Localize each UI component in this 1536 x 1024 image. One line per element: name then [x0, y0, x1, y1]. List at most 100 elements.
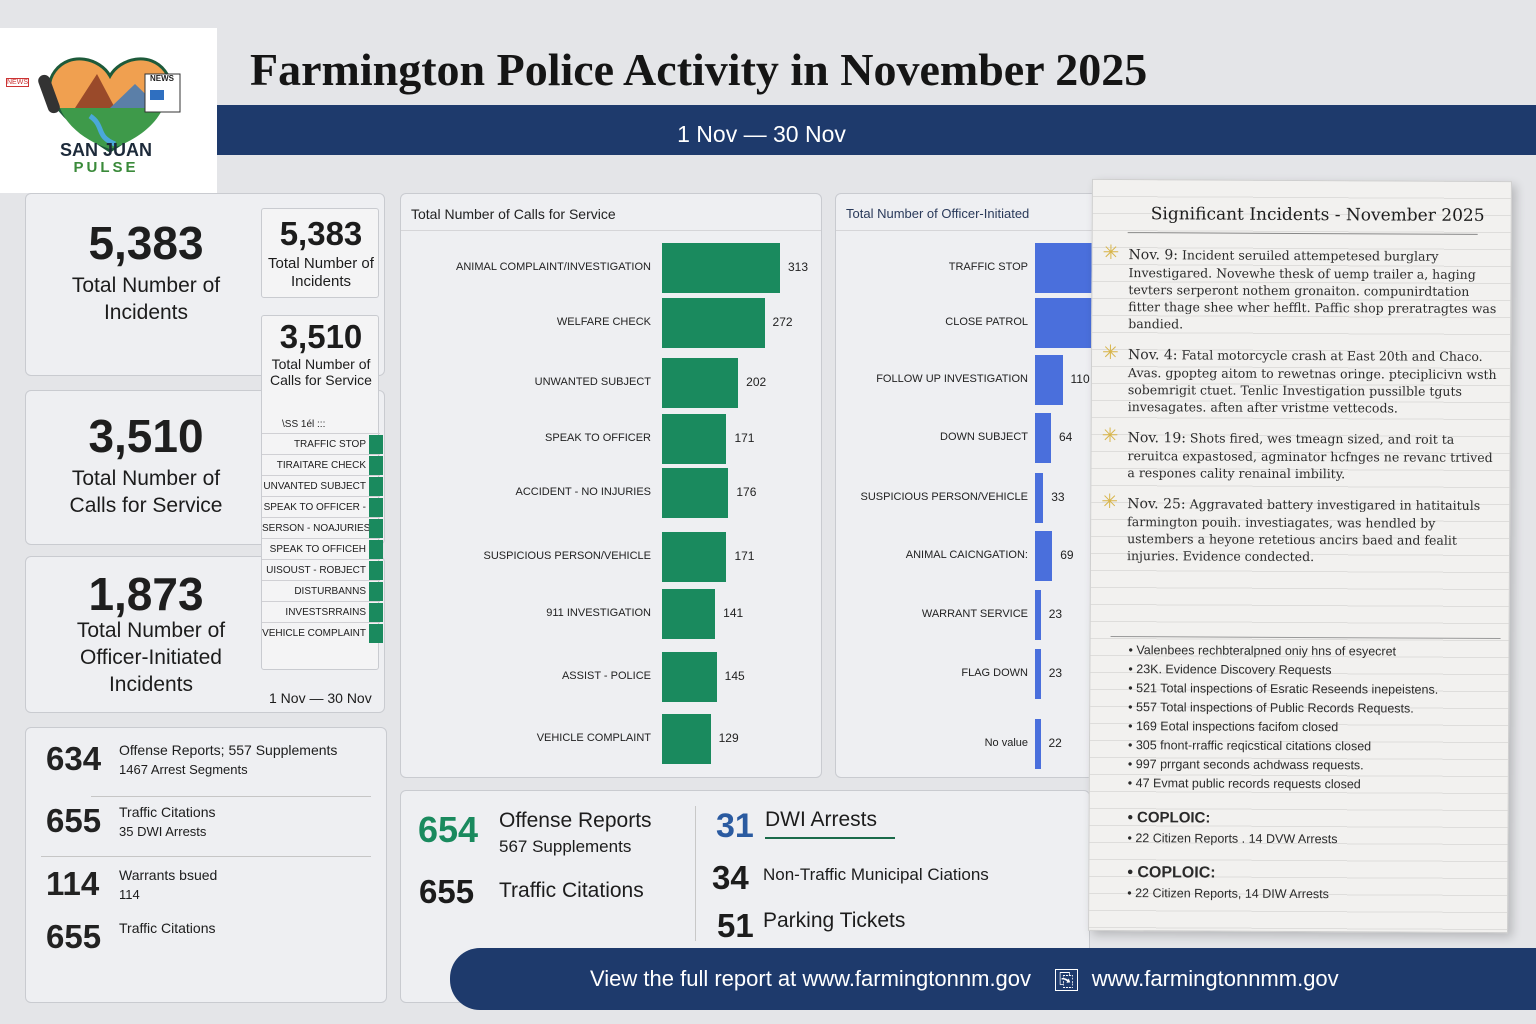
- record-bullet: • 23K. Evidence Discovery Requests: [1128, 662, 1332, 678]
- mini-label: Total Number of Calls for Service: [270, 356, 372, 388]
- mini-bar: [369, 603, 383, 622]
- bar-value: 23: [1048, 607, 1063, 621]
- divider: [695, 806, 696, 941]
- coploic-heading: • COPLOIC:: [1127, 864, 1216, 882]
- chart-title: Total Number of Calls for Service: [411, 206, 616, 222]
- mini-item-label: VEHICLE COMPLAINT: [262, 628, 366, 639]
- report-link[interactable]: View the full report at www.farmingtonnm…: [590, 966, 1032, 991]
- coploic-line: • 22 Citizen Reports, 14 DIW Arrests: [1127, 886, 1329, 902]
- bar-value: 272: [772, 315, 793, 329]
- bullet-text: 997 prrgant seconds achdwass requests.: [1135, 757, 1364, 773]
- mini-list-item: TIRAITARE CHECK: [262, 454, 383, 475]
- bar: [662, 532, 727, 582]
- mini-list-item: DISTURBANNS: [262, 580, 383, 601]
- mini-list-item: SPEAK TO OFFICER -: [262, 496, 383, 517]
- bar-value: 171: [734, 549, 755, 563]
- bar-value: 64: [1059, 430, 1073, 444]
- incident-list: ✳ Nov. 9: Incident seruiled attempetesed …: [1101, 240, 1503, 580]
- record-bullet: • 169 Eotal inspections facifom closed: [1128, 719, 1339, 735]
- stat-label: Offense Reports; 557 Supplements: [119, 742, 338, 758]
- bar: [662, 414, 727, 464]
- bar-label: SPEAK TO OFFICER: [545, 432, 651, 444]
- bar-label: 911 INVESTIGATION: [546, 607, 651, 619]
- footer-banner: View the full report at www.farmingtonnm…: [450, 948, 1536, 1010]
- star-icon: ✳: [1101, 488, 1119, 514]
- bar: [662, 652, 717, 702]
- record-bullet: • 305 fnont-rraffic reqicstical citation…: [1127, 738, 1372, 754]
- stat-number: 114: [46, 865, 100, 902]
- mini-list-item: VEHICLE COMPLAINT: [262, 622, 383, 643]
- divider: [41, 856, 371, 857]
- mini-list-item: SERSON - NOAJURIES: [262, 517, 383, 538]
- kpi-label: Total Number of Incidents: [71, 274, 221, 324]
- logo-subname: PULSE: [73, 159, 139, 176]
- stat-sublabel: 35 DWI Arrests: [119, 824, 207, 839]
- mini-item-label: SPEAK TO OFFICEH: [269, 544, 366, 555]
- mini-bar: [369, 540, 383, 559]
- incident-text: Fatal motorcycle crash at East 20th and …: [1127, 347, 1497, 416]
- mini-label: Total Number of Incidents: [268, 255, 374, 290]
- bullet-text: 47 Evmat public records requests closed: [1135, 776, 1361, 792]
- kpi-value: 1,873: [88, 568, 204, 620]
- website-link[interactable]: www.farmingtonnmm.gov: [1091, 966, 1339, 991]
- link-icon: ⎘: [1055, 969, 1078, 991]
- coploic-text: 22 Citizen Reports . 14 DVW Arrests: [1135, 831, 1338, 847]
- bullet-text: 23K. Evidence Discovery Requests: [1136, 662, 1332, 678]
- incident-date: Nov. 25:: [1127, 496, 1186, 513]
- incident-entry: ✳ Nov. 4: Fatal motorcycle crash at East …: [1102, 340, 1502, 417]
- logo-badge-left: NEWS: [6, 78, 29, 87]
- calls-chart-panel: Total Number of Calls for Service ANIMAL…: [400, 193, 822, 778]
- offense-label: Offense Reports: [499, 809, 652, 832]
- dwi-num: 31: [716, 807, 754, 845]
- mini-value: 5,383: [279, 215, 363, 252]
- paper-title: Significant Incidents - November 2025: [1150, 204, 1485, 226]
- mini-card-incidents: 5,383 Total Number of Incidents: [261, 208, 379, 298]
- mini-bar: [369, 435, 383, 454]
- logo-heart-landscape-icon: [38, 57, 181, 153]
- mini-bar: [369, 561, 383, 580]
- bullet-text: 169 Eotal inspections facifom closed: [1135, 719, 1339, 735]
- bar: [1035, 590, 1041, 640]
- mini-item-label: TRAFFIC STOP: [293, 439, 366, 450]
- date-range: 1 Nov — 30 Nov: [269, 690, 372, 706]
- bar-value: 176: [736, 485, 757, 499]
- bar-label: ANIMAL COMPLAINT/INVESTIGATION: [456, 261, 651, 273]
- officer-chart-panel: Total Number of Officer-Initiated TRAFFI…: [835, 193, 1125, 778]
- bar: [1035, 531, 1053, 581]
- bar-label: UNWANTED SUBJECT: [534, 376, 651, 388]
- parking-num: 51: [717, 907, 754, 944]
- bar-label: FOLLOW UP INVESTIGATION: [876, 373, 1028, 385]
- nontraffic-num: 34: [712, 859, 749, 896]
- bar-value: 202: [746, 375, 767, 389]
- logo-badge-right: NEWS: [150, 74, 174, 83]
- mini-bar: [369, 498, 383, 517]
- mini-list-item: TRAFFIC STOP: [262, 433, 383, 454]
- mini-item-label: TIRAITARE CHECK: [276, 460, 366, 471]
- bar-value: 141: [723, 606, 744, 620]
- traffic-num: 655: [419, 873, 475, 910]
- stats-left-panel: 634 Offense Reports; 557 Supplements 1467 …: [25, 727, 387, 1003]
- mini-bar: [369, 582, 383, 601]
- bar-label: VEHICLE COMPLAINT: [536, 732, 651, 744]
- coploic-title: COPLOIC:: [1137, 864, 1216, 882]
- record-bullet: • 557 Total inspections of Public Record…: [1128, 700, 1414, 716]
- mini-item-label: UNVANTED SUBJECT: [263, 481, 366, 492]
- logo-name: SAN JUAN: [59, 140, 152, 160]
- bar-value: 23: [1048, 666, 1063, 680]
- mini-bar: [369, 477, 383, 496]
- star-icon: ✳: [1101, 422, 1119, 448]
- incident-date: Nov. 19:: [1127, 430, 1187, 447]
- star-icon: ✳: [1102, 339, 1119, 365]
- records-list: • Valenbees rechbteralpned oniy hns of e…: [1127, 641, 1503, 905]
- logo: NEWS NEWS SAN JUAN PULSE: [0, 28, 217, 193]
- incident-entry: ✳ Nov. 25: Aggravated battery investigare…: [1101, 489, 1501, 566]
- bullet-text: Valenbees rechbteralpned oniy hns of esy…: [1136, 643, 1397, 659]
- record-bullet: • 997 prrgant seconds achdwass requests.: [1127, 757, 1364, 773]
- bar-label: SUSPICIOUS PERSON/VEHICLE: [860, 491, 1029, 503]
- mini-list-item: SPEAK TO OFFICEH: [262, 538, 383, 559]
- stat-label: Traffic Citations: [119, 920, 216, 936]
- bar-label: CLOSE PATROL: [945, 316, 1028, 328]
- mini-bar: [369, 456, 383, 475]
- incident-entry: ✳ Nov. 19: Shots fired, wes tmeagn sized,…: [1102, 423, 1501, 483]
- mini-card-calls: 3,510 Total Number of Calls for Service …: [261, 315, 383, 670]
